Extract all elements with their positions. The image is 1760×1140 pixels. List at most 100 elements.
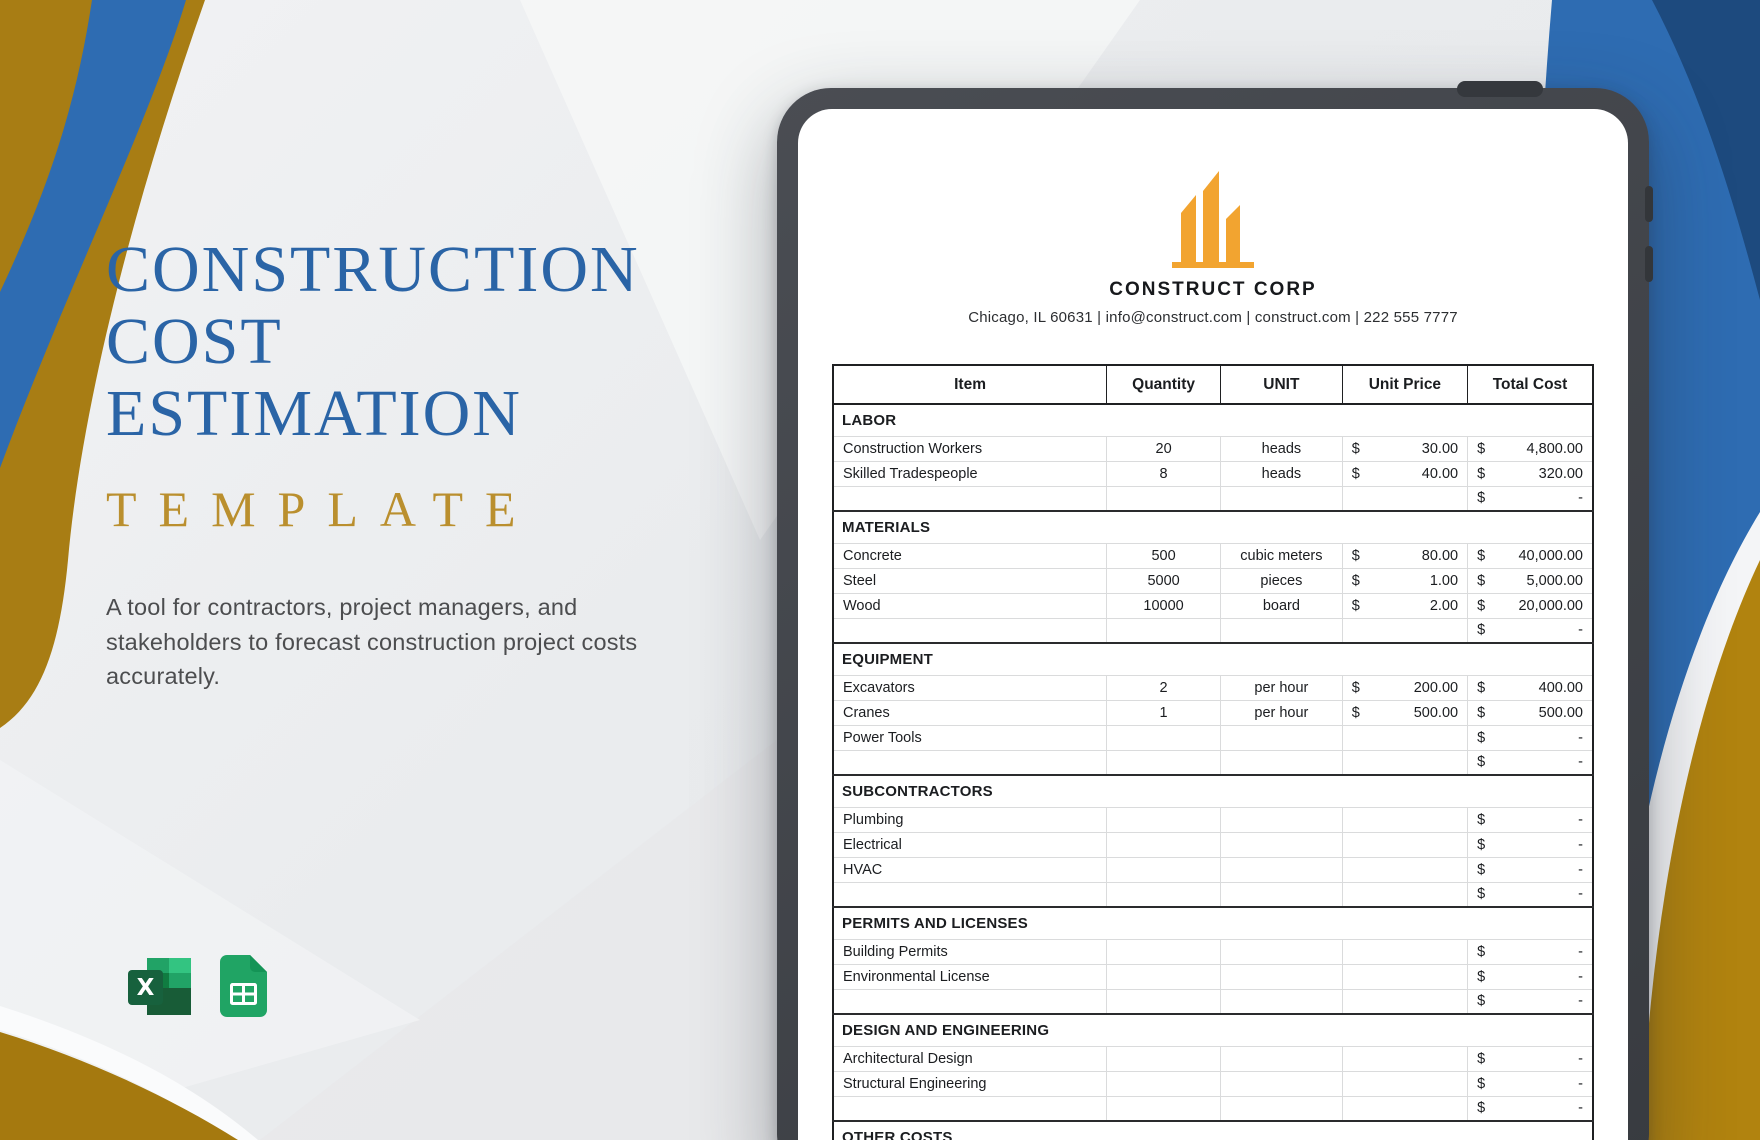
section-row: DESIGN AND ENGINEERING <box>833 1013 1593 1047</box>
cell-unit: pieces <box>1220 567 1343 594</box>
amount-value: - <box>1578 729 1583 746</box>
tablet-screen: CONSTRUCT CORP Chicago, IL 60631 | info@… <box>798 109 1628 1140</box>
cell-unit-price <box>1341 881 1469 908</box>
table-row: Environmental License $ - <box>832 963 1594 990</box>
cell-unit-price <box>1341 938 1469 965</box>
currency-symbol: $ <box>1477 754 1486 771</box>
cell-unit-price <box>1341 1045 1469 1072</box>
cell-item: Plumbing <box>832 806 1108 833</box>
company-contact: Chicago, IL 60631 | info@construct.com |… <box>968 309 1458 326</box>
amount-value: 40,000.00 <box>1518 547 1583 564</box>
currency-symbol: $ <box>1477 679 1486 696</box>
column-header-total-cost: Total Cost <box>1467 364 1594 405</box>
section-label: LABOR <box>833 403 1593 437</box>
description-text: A tool for contractors, project managers… <box>106 593 638 690</box>
cell-quantity: 8 <box>1106 460 1222 487</box>
cell-unit: heads <box>1220 460 1343 487</box>
currency-symbol: $ <box>1477 704 1486 721</box>
cell-unit <box>1220 1095 1343 1122</box>
cell-quantity <box>1106 988 1222 1015</box>
amount-value: 40.00 <box>1421 465 1459 482</box>
cell-unit <box>1220 1045 1343 1072</box>
amount-value: - <box>1578 861 1583 878</box>
cell-unit-price: $2.00 <box>1341 592 1469 619</box>
cell-quantity: 500 <box>1106 542 1222 569</box>
section-row: LABOR <box>833 403 1593 437</box>
amount-value: - <box>1578 754 1583 771</box>
currency-symbol: $ <box>1351 597 1360 614</box>
cell-unit: per hour <box>1220 674 1343 701</box>
tablet-volume-down-button <box>1645 246 1653 282</box>
currency-symbol: $ <box>1477 572 1486 589</box>
table-row: Structural Engineering $ - <box>832 1070 1594 1097</box>
amount-value: - <box>1578 1100 1583 1117</box>
amount-value: 20,000.00 <box>1518 597 1583 614</box>
cell-total-cost: $ - <box>1467 617 1594 644</box>
currency-symbol: $ <box>1477 440 1486 457</box>
cell-unit-price <box>1341 856 1469 883</box>
amount-value: - <box>1578 943 1583 960</box>
section-row: EQUIPMENT <box>833 642 1593 676</box>
cell-unit-price: $500.00 <box>1341 699 1469 726</box>
currency-symbol: $ <box>1477 490 1486 507</box>
file-format-icons: X <box>128 955 267 1022</box>
cell-unit <box>1220 881 1343 908</box>
currency-symbol: $ <box>1477 968 1486 985</box>
currency-symbol: $ <box>1477 836 1486 853</box>
cell-item: Construction Workers <box>832 435 1108 462</box>
amount-value: - <box>1578 490 1583 507</box>
cell-unit <box>1220 963 1343 990</box>
amount-value: - <box>1578 993 1583 1010</box>
currency-symbol: $ <box>1477 729 1486 746</box>
cell-unit <box>1220 856 1343 883</box>
cell-unit-price <box>1341 1095 1469 1122</box>
cell-quantity <box>1106 806 1222 833</box>
cell-unit-price <box>1341 988 1469 1015</box>
amount-value: - <box>1578 886 1583 903</box>
cell-item: Electrical <box>832 831 1108 858</box>
cell-quantity <box>1106 1070 1222 1097</box>
title-line-1: CONSTRUCTION <box>106 233 640 306</box>
cell-quantity <box>1106 724 1222 751</box>
table-row: $ - <box>832 617 1594 644</box>
cell-total-cost: $ - <box>1467 988 1594 1015</box>
amount-value: - <box>1578 811 1583 828</box>
cell-total-cost: $5,000.00 <box>1467 567 1594 594</box>
company-name: CONSTRUCT CORP <box>1109 279 1317 300</box>
amount-value: 2.00 <box>1429 597 1459 614</box>
cell-unit-price <box>1341 749 1469 776</box>
currency-symbol: $ <box>1477 465 1486 482</box>
table-row: Concrete 500 cubic meters $80.00 $40,000.00 <box>832 542 1594 569</box>
cell-total-cost: $320.00 <box>1467 460 1594 487</box>
cell-item: Building Permits <box>832 938 1108 965</box>
cell-quantity: 10000 <box>1106 592 1222 619</box>
cell-total-cost: $ - <box>1467 485 1594 512</box>
cell-quantity: 20 <box>1106 435 1222 462</box>
table-row: $ - <box>832 749 1594 776</box>
cell-unit-price: $30.00 <box>1341 435 1469 462</box>
cell-unit-price <box>1341 617 1469 644</box>
facet-shape <box>0 760 420 1140</box>
cell-item: Architectural Design <box>832 1045 1108 1072</box>
section-label: MATERIALS <box>833 510 1593 544</box>
cell-item: Cranes <box>832 699 1108 726</box>
column-header-unit: UNIT <box>1220 364 1343 405</box>
cell-total-cost: $4,800.00 <box>1467 435 1594 462</box>
cell-quantity <box>1106 881 1222 908</box>
section-label: EQUIPMENT <box>833 642 1593 676</box>
cell-unit <box>1220 806 1343 833</box>
currency-symbol: $ <box>1351 704 1360 721</box>
cell-item <box>832 988 1108 1015</box>
cell-unit: per hour <box>1220 699 1343 726</box>
cell-unit-price <box>1341 963 1469 990</box>
cell-unit: board <box>1220 592 1343 619</box>
title-line-2: COST <box>106 304 283 378</box>
cell-quantity <box>1106 1045 1222 1072</box>
table-row: $ - <box>832 485 1594 512</box>
currency-symbol: $ <box>1477 943 1486 960</box>
cell-unit-price: $200.00 <box>1341 674 1469 701</box>
cell-quantity <box>1106 749 1222 776</box>
cell-quantity <box>1106 617 1222 644</box>
cell-total-cost: $500.00 <box>1467 699 1594 726</box>
